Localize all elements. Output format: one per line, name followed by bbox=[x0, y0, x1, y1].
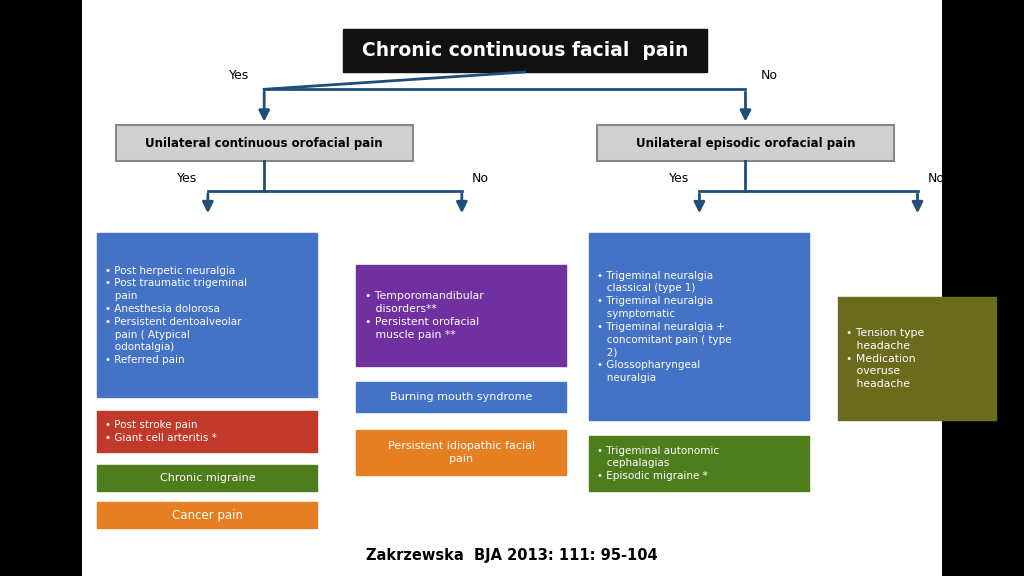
FancyBboxPatch shape bbox=[942, 0, 1024, 576]
FancyBboxPatch shape bbox=[589, 233, 809, 420]
Text: Burning mouth syndrome: Burning mouth syndrome bbox=[390, 392, 532, 402]
Text: Yes: Yes bbox=[669, 172, 689, 185]
Text: Chronic continuous facial  pain: Chronic continuous facial pain bbox=[361, 41, 688, 60]
Text: No: No bbox=[472, 172, 489, 185]
FancyBboxPatch shape bbox=[0, 0, 82, 576]
FancyBboxPatch shape bbox=[116, 125, 413, 161]
FancyBboxPatch shape bbox=[343, 29, 707, 72]
Text: Yes: Yes bbox=[177, 172, 198, 185]
Text: Cancer pain: Cancer pain bbox=[172, 509, 243, 522]
FancyBboxPatch shape bbox=[356, 430, 566, 475]
Text: Zakrzewska  BJA 2013: 111: 95-104: Zakrzewska BJA 2013: 111: 95-104 bbox=[367, 548, 657, 563]
Text: • Post herpetic neuralgia
• Post traumatic trigeminal
   pain
• Anesthesia dolor: • Post herpetic neuralgia • Post traumat… bbox=[105, 266, 248, 365]
Text: Unilateral episodic orofacial pain: Unilateral episodic orofacial pain bbox=[636, 137, 855, 150]
FancyBboxPatch shape bbox=[97, 465, 317, 491]
Text: Persistent idiopathic facial
pain: Persistent idiopathic facial pain bbox=[388, 441, 535, 464]
FancyBboxPatch shape bbox=[97, 233, 317, 397]
FancyBboxPatch shape bbox=[356, 265, 566, 366]
Text: Unilateral continuous orofacial pain: Unilateral continuous orofacial pain bbox=[145, 137, 383, 150]
Text: • Temporomandibular
   disorders**
• Persistent orofacial
   muscle pain **: • Temporomandibular disorders** • Persis… bbox=[365, 291, 483, 340]
FancyBboxPatch shape bbox=[597, 125, 894, 161]
Text: • Post stroke pain
• Giant cell arteritis *: • Post stroke pain • Giant cell arteriti… bbox=[105, 420, 217, 443]
Text: No: No bbox=[928, 172, 945, 185]
FancyBboxPatch shape bbox=[97, 502, 317, 528]
FancyBboxPatch shape bbox=[97, 411, 317, 452]
FancyBboxPatch shape bbox=[838, 297, 996, 420]
FancyBboxPatch shape bbox=[589, 436, 809, 491]
Text: Yes: Yes bbox=[228, 69, 249, 82]
Text: • Trigeminal neuralgia
   classical (type 1)
• Trigeminal neuralgia
   symptomat: • Trigeminal neuralgia classical (type 1… bbox=[597, 271, 731, 383]
Text: Chronic migraine: Chronic migraine bbox=[160, 473, 255, 483]
Text: • Tension type
   headache
• Medication
   overuse
   headache: • Tension type headache • Medication ove… bbox=[846, 328, 924, 389]
Text: • Trigeminal autonomic
   cephalagias
• Episodic migraine *: • Trigeminal autonomic cephalagias • Epi… bbox=[597, 446, 719, 481]
Text: No: No bbox=[761, 69, 778, 82]
FancyBboxPatch shape bbox=[356, 382, 566, 412]
